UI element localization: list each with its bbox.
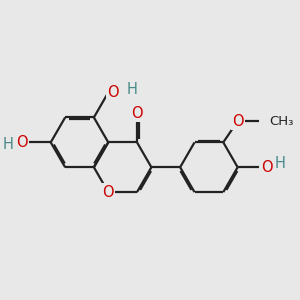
- Text: H: H: [275, 156, 286, 171]
- Text: CH₃: CH₃: [269, 115, 294, 128]
- Text: O: O: [102, 185, 114, 200]
- Text: O: O: [131, 106, 143, 121]
- Text: H: H: [2, 137, 14, 152]
- Text: H: H: [127, 82, 138, 97]
- Text: O: O: [16, 135, 28, 150]
- Text: O: O: [232, 114, 244, 129]
- Text: O: O: [261, 160, 272, 175]
- Text: O: O: [107, 85, 118, 100]
